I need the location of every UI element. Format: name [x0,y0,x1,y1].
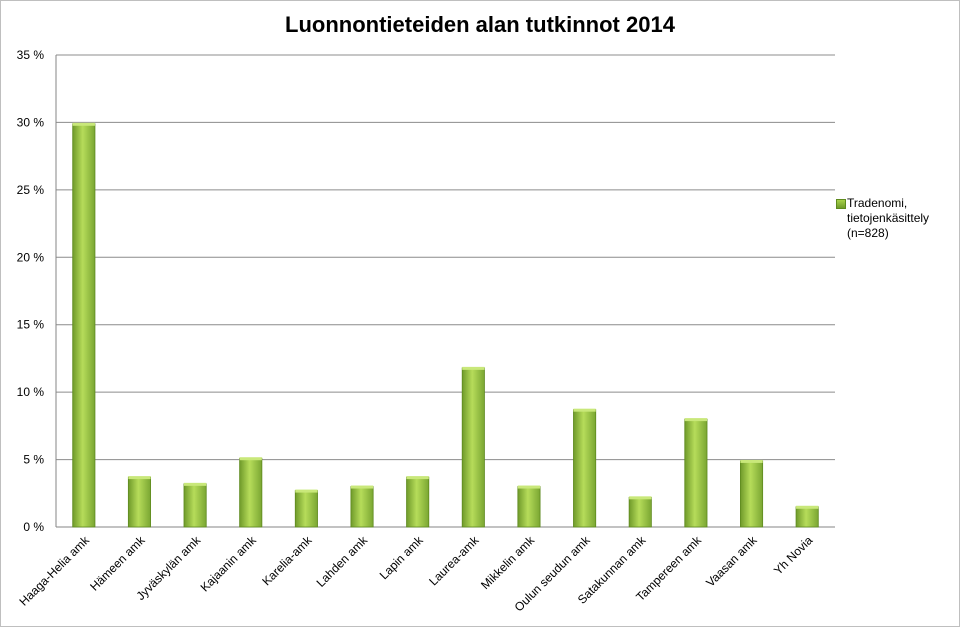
bar [294,490,318,528]
chart-title: Luonnontieteiden alan tutkinnot 2014 [285,12,675,37]
x-category-label: Vaasan amk [703,533,760,590]
bar [628,496,652,528]
y-tick-label: 25 % [17,183,45,197]
bar [406,476,430,528]
y-tick-label: 30 % [17,115,45,129]
bar-cap [740,459,763,463]
y-tick-label: 5 % [23,453,44,467]
legend-label: Tradenomi, tietojenkäsittely (n=828) [847,196,930,240]
x-category-label: Lahden amk [314,533,371,590]
x-category-label: Laurea-amk [426,533,482,589]
x-category-label: Lapin amk [377,533,427,583]
y-tick-label: 35 % [17,48,45,62]
legend-swatch [836,199,846,209]
x-category-label: Karelia-amk [259,533,315,589]
bars [72,122,819,528]
bar-cap [573,408,596,412]
bar-cap [350,485,374,489]
bar-cap [295,489,318,493]
bar-cap [462,366,485,370]
bar [127,476,151,528]
bar-cap [517,485,541,489]
y-tick-label: 0 % [23,520,44,534]
bar [461,367,485,528]
bar [517,486,541,528]
bar-cap [183,482,207,486]
bar-cap [128,476,151,480]
bar-cap [629,496,652,500]
bar [72,123,96,528]
bar [573,409,597,528]
bar-cap [72,122,95,126]
bar [239,457,263,528]
bar-cap [684,418,708,422]
bar [684,418,708,528]
bar-cap [796,505,819,509]
y-axis-ticks: 0 % 5 % 10 % 15 % 20 % 25 % 30 % 35 % [17,48,45,534]
x-category-label: Mikkelin amk [478,533,538,593]
y-tick-label: 20 % [17,250,45,264]
x-category-label: Haaga-Helia amk [16,533,92,609]
y-tick-label: 10 % [17,385,45,399]
gridlines [55,54,835,528]
bar [183,483,207,528]
x-category-label: Hämeen amk [87,533,148,594]
x-category-label: Kajaanin amk [198,533,260,595]
bar [350,486,374,528]
bar [795,506,819,528]
x-category-label: Yh Novia [771,533,816,578]
bar-cap [406,476,429,480]
y-tick-label: 15 % [17,318,45,332]
bar [740,460,764,528]
bar-cap [239,457,262,461]
